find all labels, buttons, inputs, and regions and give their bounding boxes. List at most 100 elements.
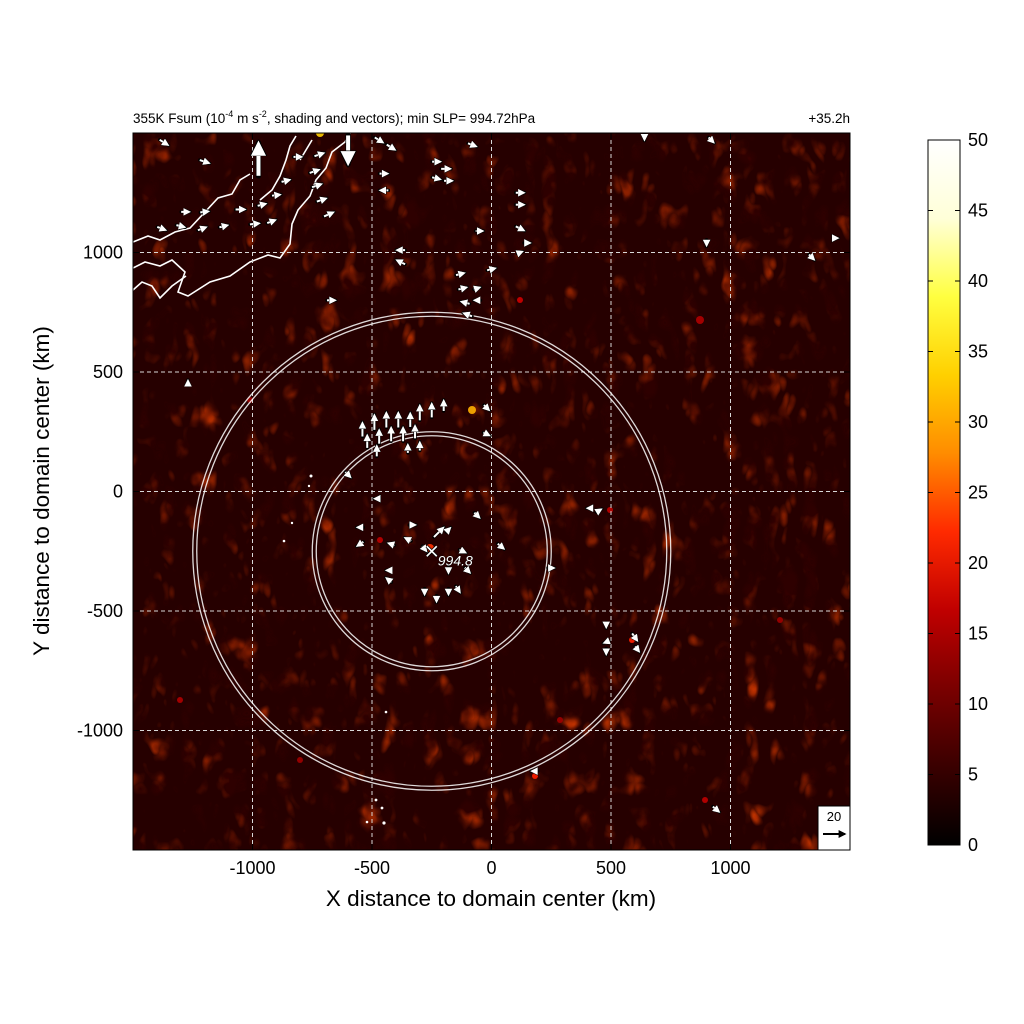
vector-arrow — [281, 180, 291, 182]
hotspot — [177, 697, 183, 703]
vector-arrow — [635, 646, 639, 652]
vector-arrow — [309, 170, 320, 173]
vector-arrow — [632, 632, 638, 641]
vector-arrow — [809, 255, 815, 261]
vector-arrow — [461, 302, 470, 304]
vector-arrow — [456, 586, 460, 593]
hotspot — [702, 797, 708, 803]
vector-arrow — [517, 251, 523, 253]
heatmap-field — [133, 133, 850, 850]
x-tick-label: -1000 — [229, 858, 275, 878]
vector-arrow — [257, 204, 267, 206]
hotspot — [316, 133, 324, 137]
reference-vector-value: 20 — [827, 809, 841, 824]
colorbar-bar — [927, 139, 961, 846]
vector-arrow — [249, 223, 260, 224]
hotspot — [297, 757, 303, 763]
hotspot — [557, 717, 563, 723]
x-tick-label: 0 — [486, 858, 496, 878]
vector-arrow — [603, 641, 609, 643]
vector-arrow — [266, 220, 276, 223]
vector-arrow — [156, 227, 166, 230]
colorbar-tick-label: 35 — [968, 342, 988, 362]
reference-vector-box: 20 — [817, 805, 851, 851]
vector-arrow — [474, 287, 481, 289]
vector-arrow — [176, 225, 185, 227]
vector-arrow — [463, 313, 473, 316]
vector-arrow — [396, 260, 406, 264]
radius-ring-inner-line — [315, 435, 548, 668]
vector-arrow — [713, 807, 720, 813]
vector-arrow — [197, 227, 207, 230]
colorbar-tick-label: 25 — [968, 483, 988, 503]
hotspot — [377, 537, 383, 543]
vector-arrow — [465, 568, 471, 574]
hotspot — [517, 297, 523, 303]
hotspot — [468, 406, 476, 414]
radius-ring-outer-line — [192, 311, 672, 791]
vector-arrow — [386, 145, 396, 151]
x-axis-label: X distance to domain center (km) — [326, 886, 656, 911]
vector-arrow — [386, 578, 392, 582]
y-tick-label: 500 — [93, 362, 123, 382]
vector-arrow — [357, 542, 364, 546]
coast-islands — [282, 474, 388, 825]
colorbar-tick-label: 20 — [968, 553, 988, 573]
vector-arrow — [458, 287, 467, 289]
hotspot — [607, 507, 613, 513]
radius-ring-inner-line — [196, 315, 668, 787]
colorbar-tick-label: 45 — [968, 201, 988, 221]
x-tick-label: -500 — [354, 858, 390, 878]
vector-arrow — [596, 509, 602, 512]
hotspot — [532, 773, 538, 779]
vector-arrow — [219, 225, 228, 227]
vector-arrow — [455, 273, 465, 275]
vector-arrow — [271, 195, 281, 196]
colorbar-tick-label: 5 — [968, 765, 978, 785]
forecast-time-label: +35.2h — [808, 111, 850, 126]
radius-rings — [192, 311, 672, 791]
hotspot — [696, 316, 704, 324]
grid-lines — [133, 133, 850, 850]
coastline — [133, 133, 351, 300]
vector-arrow — [374, 137, 384, 143]
vector-arrow — [199, 160, 210, 163]
chart-title: 355K Fsum (10-4 m s-2, shading and vecto… — [133, 109, 536, 126]
vector-arrow — [467, 143, 477, 146]
vector-arrow — [345, 472, 351, 478]
vector-arrow — [311, 184, 322, 187]
vector-arrow — [433, 527, 444, 538]
vector-arrow — [498, 544, 505, 550]
hotspot — [777, 617, 783, 623]
colorbar-tick-label: 30 — [968, 412, 988, 432]
vector-arrow — [484, 405, 490, 411]
vector-arrow — [405, 538, 412, 541]
vector-arrow — [323, 212, 334, 216]
y-axis-ticks: 1000 500 0 -500 -1000 — [77, 243, 850, 741]
vector-arrow — [422, 546, 426, 552]
vector-arrow — [515, 226, 525, 230]
x-tick-label: 500 — [596, 858, 626, 878]
y-tick-label: 1000 — [83, 243, 123, 263]
y-tick-label: -1000 — [77, 721, 123, 741]
colorbar-tick-label: 50 — [968, 130, 988, 150]
y-tick-label: -500 — [87, 601, 123, 621]
colorbar-tick-label: 15 — [968, 624, 988, 644]
colorbar-tick-label: 40 — [968, 271, 988, 291]
radius-ring-outer-line — [311, 431, 552, 672]
y-tick-label: 0 — [113, 482, 123, 502]
vector-arrow — [486, 268, 496, 270]
vector-arrow — [446, 528, 450, 532]
colorbar-tick-label: 0 — [968, 835, 978, 855]
x-tick-label: 1000 — [710, 858, 750, 878]
vector-arrow — [460, 550, 467, 553]
vector-arrow — [316, 198, 327, 201]
storm-center-marker: 994.8 — [425, 545, 473, 569]
center-x-mark — [426, 545, 438, 557]
vector-arrow — [709, 137, 715, 143]
vector-arrow — [200, 211, 209, 212]
x-axis-ticks: -1000 -500 0 500 1000 — [229, 133, 751, 878]
